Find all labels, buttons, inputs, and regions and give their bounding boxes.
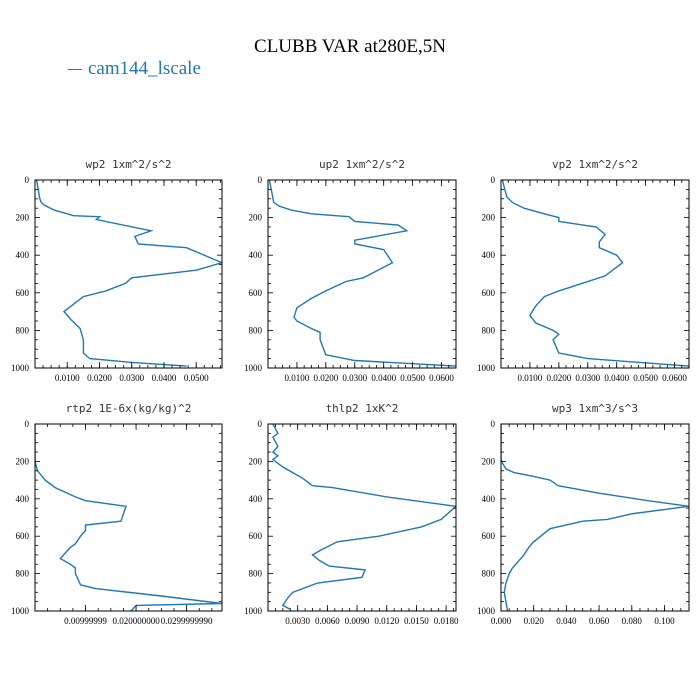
panel-title: thlp2 1xK^2 <box>326 402 399 415</box>
x-tick-label: 0.0200 <box>313 373 338 383</box>
plot-frame <box>500 423 690 612</box>
y-tick-label: 0 <box>25 175 30 185</box>
x-tick-label: 0.0400 <box>371 373 396 383</box>
legend-label: cam144_lscale <box>88 58 201 79</box>
chart-panel-3: vp2 1xm^2/s^2 0 200 400 600 800 1000 0.0100 0.02… <box>477 158 690 383</box>
x-tick-label: 0.0180 <box>434 616 459 626</box>
y-tick-label: 1000 <box>244 606 263 616</box>
y-tick-label: 600 <box>482 531 496 541</box>
x-tick-label: 0.0400 <box>152 373 177 383</box>
x-tick-label: 0.0030 <box>285 616 310 626</box>
series-line <box>268 180 456 367</box>
x-tick-label: 0.000 <box>491 616 512 626</box>
y-tick-label: 0 <box>491 175 496 185</box>
page-title: CLUBB VAR at280E,5N <box>254 36 446 57</box>
x-tick-label: 0.0300 <box>575 373 600 383</box>
series-line <box>35 180 222 367</box>
x-tick-label: 0.0150 <box>404 616 429 626</box>
x-tick-label: 0.0100 <box>55 373 80 383</box>
y-tick-label: 800 <box>482 569 496 579</box>
plot-frame <box>267 423 457 612</box>
y-tick-label: 600 <box>249 288 263 298</box>
y-tick-label: 200 <box>482 213 496 223</box>
y-tick-label: 600 <box>16 288 30 298</box>
y-tick-label: 200 <box>16 213 30 223</box>
x-tick-label: 0.0100 <box>285 373 310 383</box>
panel-title: wp3 1xm^3/s^3 <box>552 402 638 415</box>
chart-panel-1: wp2 1xm^2/s^2 0 200 400 600 800 1000 0.0100 0.02… <box>11 158 223 383</box>
y-tick-label: 800 <box>482 325 496 335</box>
x-tick-label: 0.0600 <box>429 373 454 383</box>
legend: cam144_lscale <box>68 58 201 80</box>
x-tick-label: 0.0500 <box>633 373 658 383</box>
y-tick-label: 600 <box>16 531 30 541</box>
y-tick-label: 1000 <box>11 606 30 616</box>
y-tick-label: 400 <box>482 250 496 260</box>
plot-frame <box>34 179 223 369</box>
y-tick-label: 200 <box>16 456 30 466</box>
x-tick-label: 0.0299999990 <box>161 616 213 626</box>
y-tick-label: 400 <box>16 494 30 504</box>
x-tick-label: 0.0600 <box>662 373 687 383</box>
x-tick-label: 0.0060 <box>315 616 340 626</box>
y-tick-label: 600 <box>249 531 263 541</box>
y-tick-label: 1000 <box>477 606 496 616</box>
x-tick-label: 0.0500 <box>184 373 209 383</box>
chart-panel-4: rtp2 1E-6x(kg/kg)^2 0 200 400 600 800 1000 0.00… <box>11 402 223 626</box>
y-tick-label: 1000 <box>244 363 263 373</box>
x-tick-label: 0.0200 <box>546 373 571 383</box>
x-tick-label: 0.020000000 <box>112 616 160 626</box>
y-tick-label: 800 <box>249 325 263 335</box>
y-tick-label: 200 <box>249 213 263 223</box>
panel-title: rtp2 1E-6x(kg/kg)^2 <box>66 402 192 415</box>
plot-frame <box>500 179 690 369</box>
x-tick-label: 0.020 <box>524 616 545 626</box>
panel-title: up2 1xm^2/s^2 <box>319 158 405 171</box>
plot-frame <box>267 179 457 369</box>
series-line <box>271 424 456 610</box>
x-tick-label: 0.0120 <box>374 616 399 626</box>
x-tick-label: 0.0090 <box>345 616 370 626</box>
x-tick-label: 0.0300 <box>119 373 144 383</box>
x-tick-label: 0.080 <box>622 616 643 626</box>
y-tick-label: 1000 <box>11 363 30 373</box>
x-tick-label: 0.0500 <box>400 373 425 383</box>
y-tick-label: 200 <box>249 456 263 466</box>
panel-title: vp2 1xm^2/s^2 <box>552 158 638 171</box>
legend-line-swatch <box>68 69 82 71</box>
y-tick-label: 800 <box>16 325 30 335</box>
series-line <box>501 180 689 367</box>
y-tick-label: 0 <box>491 419 496 429</box>
y-tick-label: 800 <box>249 569 263 579</box>
chart-panel-2: up2 1xm^2/s^2 0 200 400 600 800 1000 0.0100 0.02… <box>244 158 457 383</box>
x-tick-label: 0.100 <box>654 616 675 626</box>
x-tick-label: 0.060 <box>589 616 610 626</box>
y-tick-label: 400 <box>249 250 263 260</box>
x-tick-label: 0.0400 <box>604 373 629 383</box>
x-tick-label: 0.040 <box>556 616 577 626</box>
panel-title: wp2 1xm^2/s^2 <box>85 158 171 171</box>
x-tick-label: 0.00999999 <box>64 616 107 626</box>
y-tick-label: 600 <box>482 288 496 298</box>
y-tick-label: 0 <box>258 419 263 429</box>
x-tick-label: 0.0200 <box>87 373 112 383</box>
y-tick-label: 200 <box>482 456 496 466</box>
y-tick-label: 400 <box>482 494 496 504</box>
y-tick-label: 0 <box>25 419 30 429</box>
plot-frame <box>34 423 223 612</box>
y-tick-label: 400 <box>249 494 263 504</box>
y-tick-label: 0 <box>258 175 263 185</box>
y-tick-label: 800 <box>16 569 30 579</box>
x-tick-label: 0.0100 <box>518 373 543 383</box>
chart-panel-5: thlp2 1xK^2 0 200 400 600 800 1000 0.0030 0.0060… <box>244 402 459 626</box>
x-tick-label: 0.0300 <box>342 373 367 383</box>
y-tick-label: 1000 <box>477 363 496 373</box>
series-line <box>35 424 222 611</box>
y-tick-label: 400 <box>16 250 30 260</box>
series-line <box>501 424 689 611</box>
